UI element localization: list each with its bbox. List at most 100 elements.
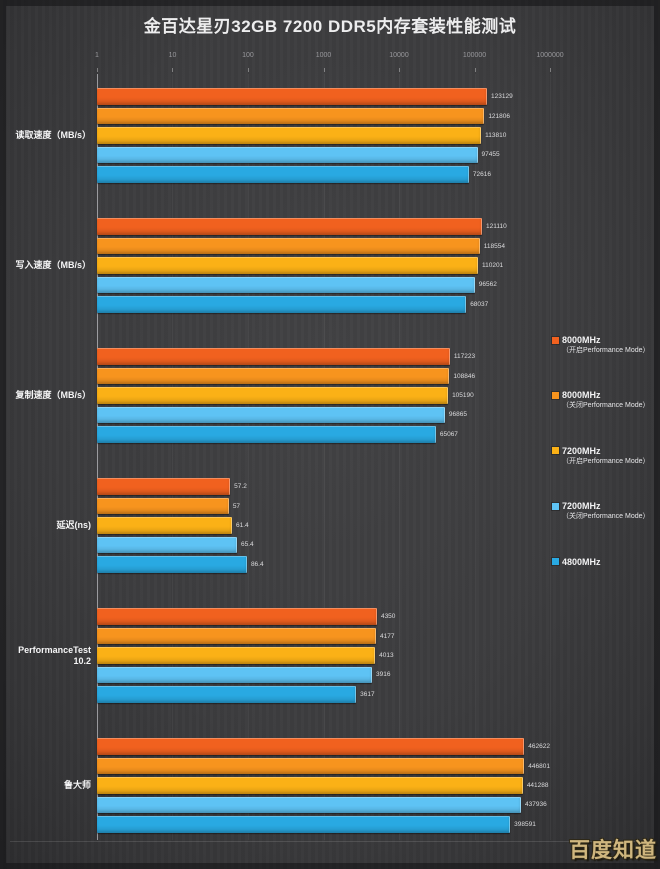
bar-value-label: 61.4 [235, 521, 249, 529]
bar [97, 627, 377, 645]
bar [97, 426, 436, 443]
legend-swatch [552, 336, 559, 344]
bar [97, 686, 357, 703]
bar-row: 86.4 [97, 555, 550, 574]
bar-row: 65067 [97, 425, 550, 444]
bar [97, 348, 450, 365]
bar-row: 97455 [97, 145, 550, 164]
bar-groups: 读取速度（MB/s） 123129 121806 113810 97455 72616 写入… [0, 87, 660, 867]
bar-group: 鲁大师 462622 446801 441288 437936 398591 [0, 737, 660, 834]
bar-row: 117223 [97, 347, 550, 366]
tick-label: 1000000 [536, 52, 564, 59]
grid-line [323, 74, 325, 840]
bar [97, 796, 521, 814]
bar [97, 816, 511, 833]
legend-swatch [552, 558, 559, 566]
tick-mark [474, 68, 476, 72]
bar-value-label: 121110 [486, 223, 507, 231]
bar-value-label: 113810 [485, 131, 507, 139]
legend-item: 7200MHz （开启Performance Mode） [552, 446, 658, 466]
grid-line [474, 74, 476, 840]
bar-value-label: 65.4 [240, 541, 254, 549]
bar-value-label: 4350 [380, 613, 396, 621]
bar-value-label: 72616 [472, 170, 491, 178]
bar-value-label: 3617 [360, 690, 375, 698]
bar [97, 517, 232, 534]
bar-value-label: 68037 [470, 300, 489, 308]
bar-value-label: 105190 [452, 391, 474, 399]
bar-value-label: 86.4 [250, 560, 264, 568]
grid-line [247, 74, 249, 840]
bar-row: 105190 [97, 386, 550, 405]
legend-swatch [552, 447, 559, 455]
bar-row: 96562 [97, 275, 550, 294]
legend-label: 7200MHz [562, 445, 601, 456]
bar-row: 4350 [97, 607, 550, 626]
bar [97, 257, 478, 274]
bar-row: 437936 [97, 795, 550, 814]
bar-group: 延迟(ns) 57.2 57 61.4 65.4 86.4 [0, 477, 660, 574]
bar [97, 647, 376, 664]
bar-row: 96865 [97, 405, 550, 424]
bar-group: PerformanceTest 10.2 4350 4177 4013 3916 3617 [0, 607, 660, 704]
group-bars: 123129 121806 113810 97455 72616 [97, 87, 550, 184]
bar-value-label: 117223 [453, 353, 476, 361]
tick-label: 10 [168, 52, 177, 59]
bar [97, 146, 478, 164]
group-bars: 4350 4177 4013 3916 3617 [97, 607, 550, 704]
group-label: 鲁大师 [63, 780, 91, 791]
group-label: 读取速度（MB/s） [15, 130, 91, 141]
bar-row: 57.2 [97, 477, 550, 496]
bar-row: 121806 [97, 106, 550, 125]
bar-value-label: 110201 [481, 261, 504, 269]
bar-row: 68037 [97, 295, 550, 314]
bar-value-label: 446801 [528, 762, 550, 770]
grid-line [398, 74, 400, 840]
bar-row: 110201 [97, 256, 550, 275]
legend-sublabel: （关闭Performance Mode） [562, 513, 650, 521]
legend-sublabel: （开启Performance Mode） [562, 347, 650, 354]
bar [97, 107, 485, 125]
bar [97, 777, 523, 794]
bar-row: 3916 [97, 665, 550, 684]
bar-row: 441288 [97, 776, 550, 795]
y-axis-line [97, 74, 98, 840]
bar [97, 608, 377, 625]
bar-value-label: 97455 [481, 151, 500, 159]
bar-value-label: 118554 [483, 242, 505, 250]
bar-row: 446801 [97, 756, 550, 775]
bar-row: 123129 [97, 87, 550, 106]
bar-value-label: 4177 [380, 632, 395, 640]
bar-row: 57 [97, 496, 550, 515]
bar-value-label: 96865 [448, 411, 467, 419]
bar [97, 367, 450, 385]
tick-label: 100 [242, 52, 254, 59]
group-label: 写入速度（MB/s） [15, 260, 91, 271]
bar-value-label: 96562 [478, 281, 497, 289]
tick-mark [550, 68, 551, 72]
legend-item: 7200MHz （关闭Performance Mode） [552, 501, 658, 521]
x-axis-ticks: 1 10 100 1000 10000 100000 1000000 [95, 52, 564, 72]
bar-value-label: 462622 [528, 743, 550, 751]
tick-mark [247, 68, 249, 72]
bar [97, 237, 480, 255]
bar-value-label: 57 [232, 502, 241, 510]
bar-value-label: 3916 [375, 671, 391, 679]
bar-row: 118554 [97, 236, 550, 255]
group-label: 延迟(ns) [56, 520, 92, 531]
bar-value-label: 121806 [488, 112, 511, 120]
tick-label: 10000 [389, 52, 409, 59]
bar [97, 166, 469, 183]
bar [97, 276, 475, 294]
group-label: PerformanceTest 10.2 [18, 645, 91, 666]
bar-row: 4013 [97, 646, 550, 665]
bar [97, 296, 467, 313]
bar-value-label: 441288 [526, 781, 549, 789]
group-bars: 462622 446801 441288 437936 398591 [97, 737, 550, 834]
tick-mark [172, 68, 174, 72]
bar-group: 读取速度（MB/s） 123129 121806 113810 97455 72616 [0, 87, 660, 184]
group-label: 复制速度（MB/s） [15, 390, 91, 401]
bar [97, 738, 525, 755]
bar [97, 387, 449, 404]
